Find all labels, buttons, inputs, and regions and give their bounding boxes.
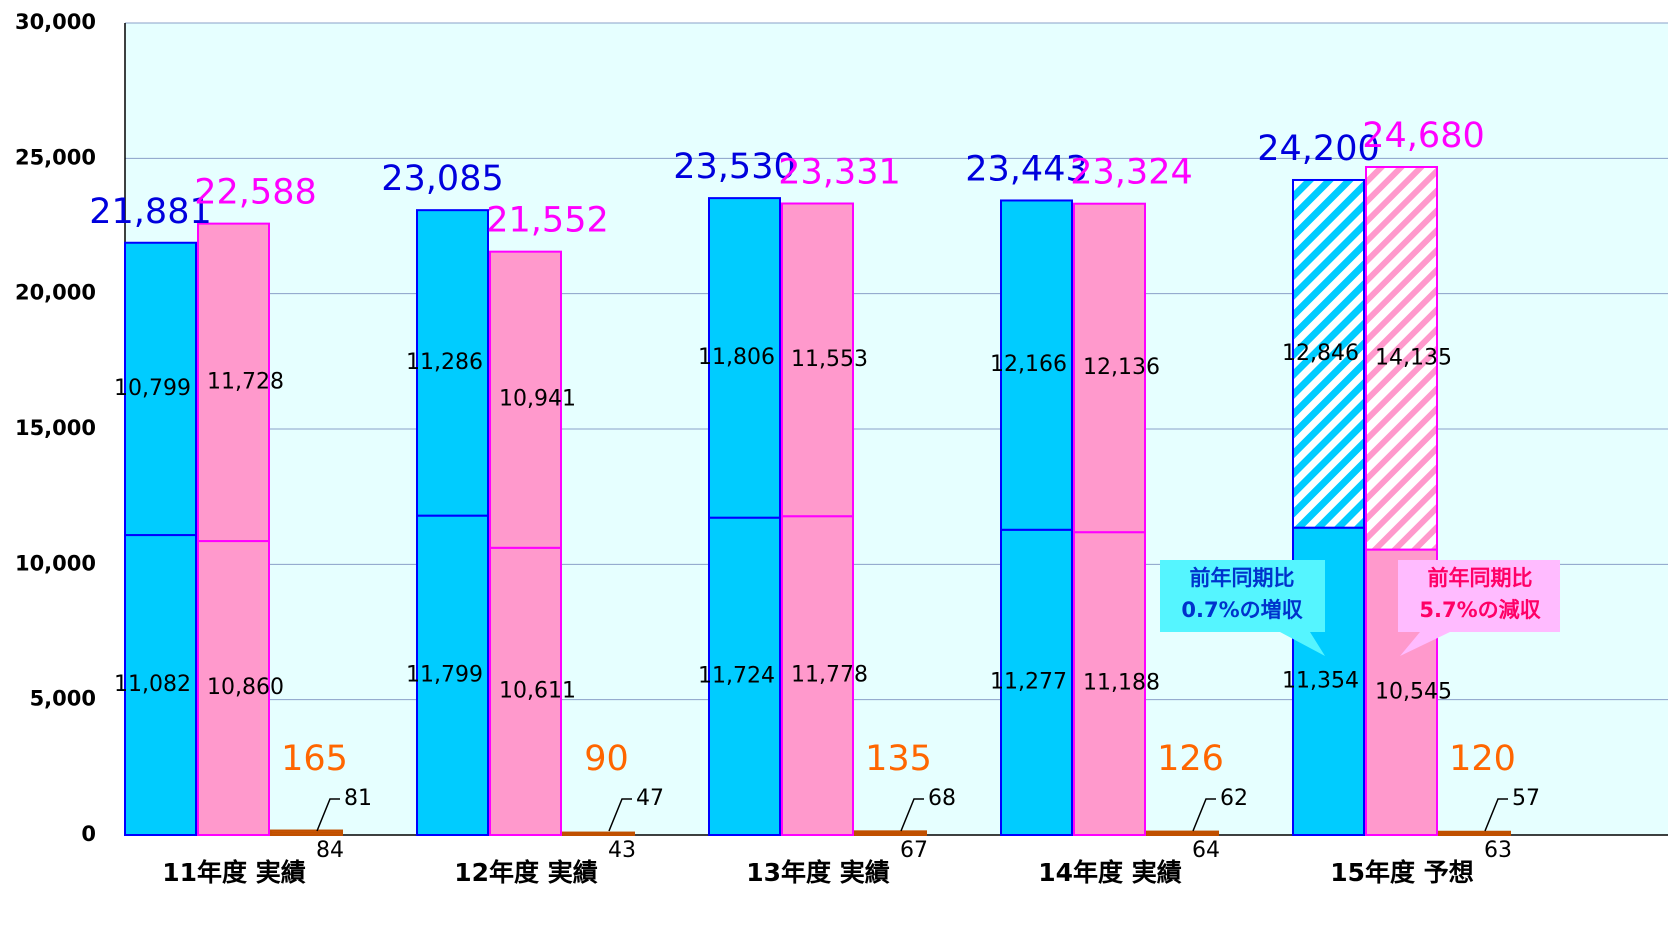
x-tick-label: 11年度 実績	[162, 858, 306, 887]
data-label: 11,354	[1282, 668, 1359, 693]
bar-segment	[1146, 830, 1219, 835]
data-label: 81	[344, 786, 372, 811]
y-tick-label: 30,000	[15, 10, 96, 34]
data-label: 68	[928, 786, 956, 811]
marks: 0 5,000 10,000 15,000 20,000 25,000 30,000 11,0…	[15, 10, 1668, 887]
leader-line	[1192, 798, 1216, 832]
data-label: 10,941	[499, 387, 576, 412]
data-label: 62	[1220, 786, 1248, 811]
total-label: 165	[281, 739, 348, 779]
data-label: 11,553	[791, 347, 868, 372]
bar-segment	[781, 202, 854, 518]
total-label: 23,530	[673, 147, 795, 187]
data-label: 11,806	[698, 345, 775, 370]
annotation-text: 前年同期比	[1428, 566, 1533, 590]
y-tick-label: 0	[81, 822, 96, 846]
data-label: 14,135	[1375, 345, 1452, 370]
total-label: 23,085	[381, 159, 503, 199]
total-label: 23,324	[1070, 153, 1192, 193]
x-tick-label: 14年度 実績	[1038, 858, 1182, 887]
x-tick-label: 13年度 実績	[746, 858, 890, 887]
y-tick-label: 25,000	[15, 145, 96, 169]
bar-segment	[708, 197, 781, 519]
y-tick-label: 20,000	[15, 281, 96, 305]
annotation: 前年同期比 0.7%の増収	[1160, 560, 1325, 656]
bar-segment	[124, 534, 197, 836]
data-label: 11,082	[114, 672, 191, 697]
data-label: 11,277	[990, 669, 1067, 694]
leader-line	[316, 798, 340, 832]
data-label: 10,860	[207, 675, 284, 700]
data-label: 11,286	[406, 350, 483, 375]
y-tick-label: 15,000	[15, 416, 96, 440]
data-label: 10,799	[114, 376, 191, 401]
bar-segment	[562, 831, 635, 835]
x-tick-label: 12年度 実績	[454, 858, 598, 887]
data-label: 64	[1192, 838, 1220, 863]
annotation-text: 前年同期比	[1190, 566, 1295, 590]
data-label: 12,166	[990, 352, 1067, 377]
data-label: 10,545	[1375, 679, 1452, 704]
bar-segment	[1292, 178, 1365, 529]
leader-line	[608, 798, 632, 832]
data-label: 11,778	[791, 663, 868, 688]
bar-segment	[1365, 165, 1438, 551]
total-label: 24,200	[1257, 129, 1379, 169]
total-label: 126	[1157, 739, 1224, 779]
bar-segment	[1000, 199, 1073, 531]
bar-segment	[197, 222, 270, 543]
data-label: 11,799	[406, 662, 483, 687]
data-label: 67	[900, 838, 928, 863]
total-label: 21,552	[486, 201, 608, 241]
bar-segment	[270, 829, 343, 834]
data-label: 10,611	[499, 678, 576, 703]
total-label: 22,588	[194, 173, 316, 213]
bar-segment	[1073, 202, 1146, 534]
x-tick-label: 15年度 予想	[1330, 858, 1474, 887]
total-label: 135	[865, 739, 932, 779]
total-label: 24,680	[1362, 116, 1484, 156]
bar-segment	[416, 514, 489, 836]
total-label: 23,443	[965, 149, 1087, 189]
data-label: 63	[1484, 838, 1512, 863]
data-label: 47	[636, 786, 664, 811]
bar-segment	[854, 830, 927, 835]
data-label: 12,136	[1083, 355, 1160, 380]
bar-segment	[489, 250, 562, 549]
annotation-text: 5.7%の減収	[1419, 598, 1541, 622]
data-label: 11,188	[1083, 671, 1160, 696]
total-label: 120	[1449, 739, 1516, 779]
total-label: 21,881	[89, 192, 211, 232]
data-label: 12,846	[1282, 341, 1359, 366]
data-label: 11,728	[207, 369, 284, 394]
total-label: 90	[584, 739, 629, 779]
y-tick-label: 5,000	[30, 687, 96, 711]
data-label: 43	[608, 838, 636, 863]
data-label: 11,724	[698, 663, 775, 688]
data-label: 84	[316, 838, 344, 863]
annotation-text: 0.7%の増収	[1181, 598, 1303, 622]
bar-segment	[708, 516, 781, 836]
bar-segment	[416, 209, 489, 517]
leader-line	[1484, 798, 1508, 832]
bar-segment	[489, 546, 562, 836]
bar-segment	[124, 241, 197, 537]
data-label: 57	[1512, 786, 1540, 811]
y-tick-label: 10,000	[15, 551, 96, 575]
bar-segment	[1438, 830, 1511, 835]
bar-segment	[1073, 531, 1146, 837]
annotation: 前年同期比 5.7%の減収	[1398, 560, 1560, 656]
bar-segment	[1000, 528, 1073, 837]
total-label: 23,331	[778, 153, 900, 193]
leader-line	[900, 798, 924, 832]
